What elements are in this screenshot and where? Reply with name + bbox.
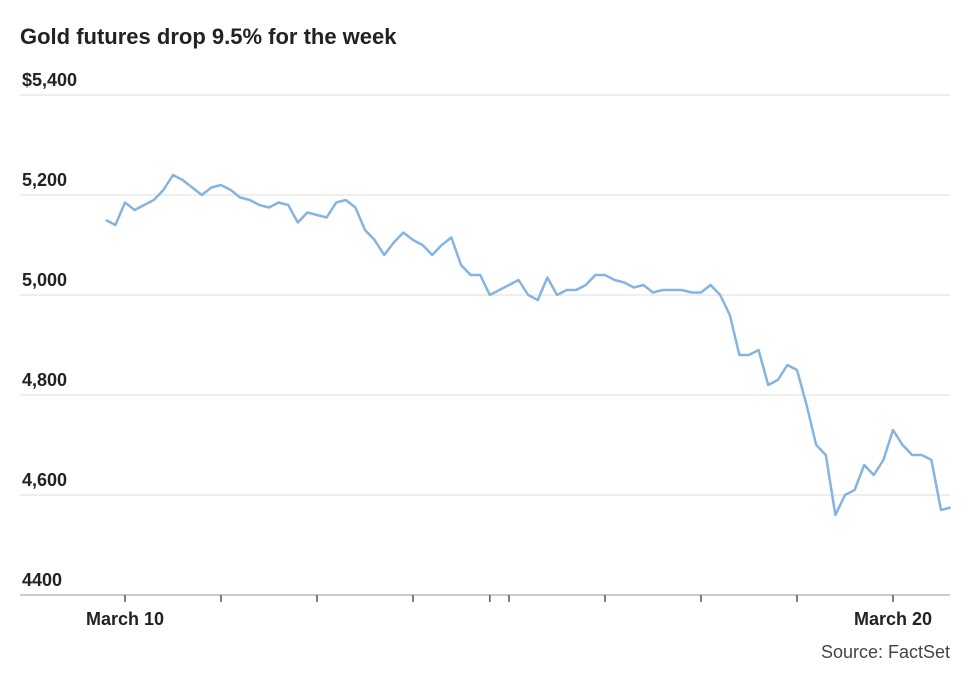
x-tick-label: March 20 [854, 609, 932, 629]
y-tick-label: 5,000 [22, 270, 67, 290]
y-tick-label: 4,800 [22, 370, 67, 390]
y-tick-label: 5,200 [22, 170, 67, 190]
y-tick-label: 4,600 [22, 470, 67, 490]
x-tick-label: March 10 [86, 609, 164, 629]
price-line [105, 173, 951, 517]
y-tick-label: $5,400 [22, 70, 77, 90]
chart-title: Gold futures drop 9.5% for the week [20, 24, 397, 49]
y-tick-label: 4400 [22, 570, 62, 590]
source: Source: FactSet [821, 642, 950, 662]
